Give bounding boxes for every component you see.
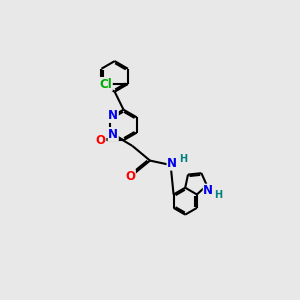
Text: N: N <box>203 184 213 197</box>
Text: O: O <box>125 170 135 183</box>
Text: O: O <box>96 134 106 147</box>
Text: N: N <box>108 128 118 141</box>
Text: H: H <box>179 154 187 164</box>
Text: H: H <box>214 190 222 200</box>
Text: N: N <box>108 110 118 122</box>
Text: Cl: Cl <box>100 77 112 91</box>
Text: N: N <box>167 157 177 170</box>
